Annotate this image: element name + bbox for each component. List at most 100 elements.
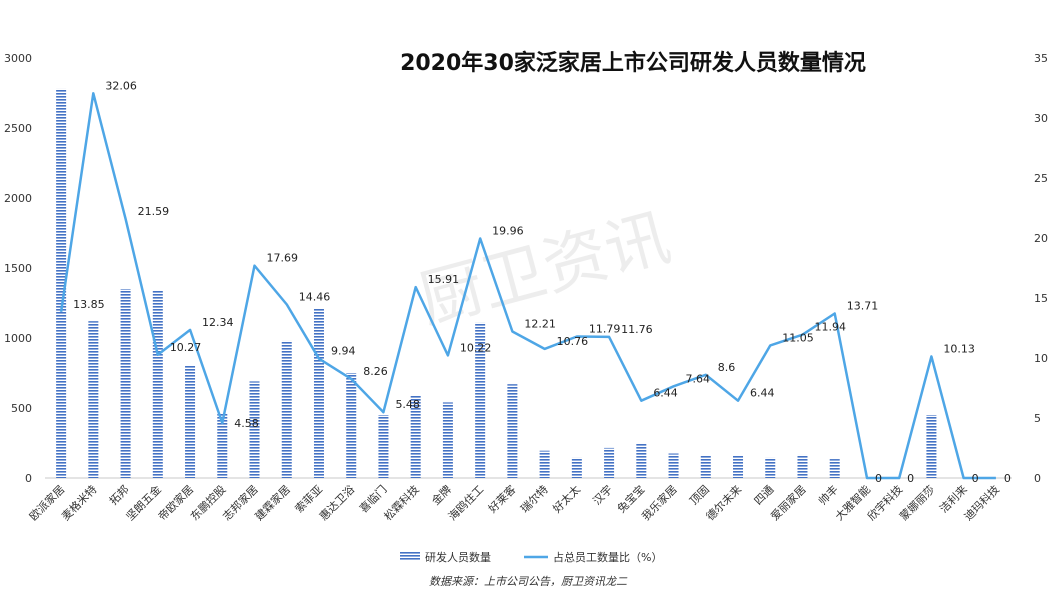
bar (378, 415, 389, 478)
bar (249, 381, 260, 478)
bar (346, 373, 357, 478)
y-left-tick-label: 2500 (4, 122, 32, 135)
data-label: 7.64 (686, 372, 711, 385)
data-label: 11.05 (782, 331, 814, 344)
category-label: 好太太 (550, 482, 583, 515)
y-right-tick-label: 25 (1034, 172, 1048, 185)
data-label: 32.06 (105, 79, 137, 92)
category-label: 迪玛科技 (961, 482, 1002, 523)
category-label: 惠达卫浴 (316, 482, 357, 523)
legend-bar-swatch (400, 552, 420, 561)
bar (475, 322, 486, 478)
chart-title: 2020年30家泛家居上市公司研发人员数量情况 (400, 50, 866, 76)
data-label: 13.71 (847, 299, 879, 312)
data-label: 15.91 (428, 273, 460, 286)
data-label: 10.27 (170, 341, 202, 354)
bar (797, 454, 808, 478)
bar (829, 459, 840, 478)
bar (636, 443, 647, 478)
category-label: 四通 (752, 483, 777, 508)
data-label: 6.44 (653, 387, 678, 400)
data-label: 0 (907, 472, 914, 485)
y-right-tick-label: 0 (1034, 472, 1041, 485)
y-left-tick-label: 2000 (4, 192, 32, 205)
category-label: 松霖科技 (381, 482, 422, 523)
data-label: 11.94 (814, 321, 846, 334)
data-label: 12.34 (202, 316, 234, 329)
bar (217, 413, 228, 478)
bar (56, 88, 67, 479)
category-label: 爱丽家居 (768, 482, 809, 523)
bar (185, 366, 196, 478)
line-path (59, 92, 996, 480)
bar (507, 384, 518, 478)
category-label: 海鸥住工 (445, 482, 486, 523)
bar (152, 290, 163, 478)
category-label: 拓邦 (106, 482, 131, 507)
source-note: 数据来源：上市公司公告，厨卫资讯龙二 (429, 575, 628, 588)
y-right-tick-label: 30 (1034, 112, 1048, 125)
data-label: 21.59 (138, 205, 170, 218)
bar (313, 308, 324, 478)
y-left-tick-label: 500 (11, 402, 32, 415)
y-left-tick-label: 1000 (4, 332, 32, 345)
category-label: 麦格米特 (58, 482, 99, 523)
data-label: 11.76 (621, 323, 653, 336)
y-left-tick-label: 3000 (4, 52, 32, 65)
bar (926, 415, 937, 478)
bar (539, 450, 550, 478)
data-label: 19.96 (492, 224, 524, 237)
line-series (59, 92, 996, 480)
category-label: 顶固 (687, 483, 712, 508)
bar (604, 447, 615, 478)
data-label: 10.13 (943, 342, 975, 355)
data-label: 0 (972, 472, 979, 485)
bar (410, 395, 421, 478)
data-label: 8.6 (718, 361, 736, 374)
bar-series (56, 88, 937, 479)
y-right-tick-label: 35 (1034, 52, 1048, 65)
category-label: 建霖家居 (252, 482, 293, 523)
data-label: 10.76 (557, 335, 589, 348)
legend: 研发人员数量 占总员工数量比（%） (400, 550, 662, 564)
y-right-tick-label: 20 (1034, 232, 1048, 245)
data-label: 10.22 (460, 341, 492, 354)
bar (733, 455, 744, 478)
bar (765, 457, 776, 478)
bar (88, 321, 99, 478)
bar (700, 455, 711, 478)
bar (442, 402, 453, 478)
legend-bar-label: 研发人员数量 (425, 550, 491, 564)
y-left-tick-label: 1500 (4, 262, 32, 275)
category-label: 汉宇 (590, 483, 615, 508)
data-label: 5.48 (395, 398, 420, 411)
data-label: 0 (1004, 472, 1011, 485)
bar (120, 289, 131, 478)
category-label: 瑞尔特 (518, 482, 551, 515)
category-label: 我乐家居 (639, 482, 680, 523)
bar (281, 340, 292, 478)
category-label: 德尔未来 (703, 482, 744, 523)
y-right-tick-label: 10 (1034, 352, 1048, 365)
data-label: 9.94 (331, 345, 356, 358)
data-label: 14.46 (299, 290, 331, 303)
category-label: 好莱客 (485, 482, 518, 515)
y-right-tick-label: 5 (1034, 412, 1041, 425)
category-label: 帅丰 (816, 483, 841, 508)
data-label: 8.26 (363, 365, 388, 378)
data-label: 11.79 (589, 323, 621, 336)
data-label: 6.44 (750, 387, 775, 400)
data-label: 4.58 (234, 417, 258, 430)
y-right-tick-label: 15 (1034, 292, 1048, 305)
bar (668, 453, 679, 478)
bar (571, 457, 582, 478)
data-label: 12.21 (524, 317, 556, 330)
legend-line-label: 占总员工数量比（%） (553, 550, 662, 564)
axes: 0 500 1000 1500 2000 2500 3000 0 5 10 15 20 25 30 35 (4, 52, 1048, 485)
category-label: 蒙娜丽莎 (897, 482, 938, 523)
data-label: 13.85 (73, 298, 105, 311)
data-label: 17.69 (267, 252, 299, 265)
